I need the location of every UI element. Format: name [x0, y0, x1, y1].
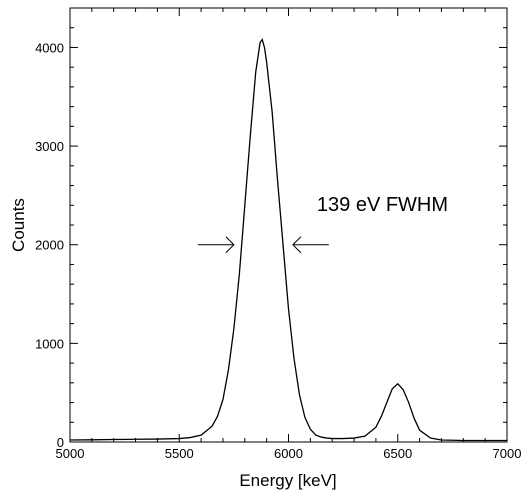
y-axis-title: Counts	[9, 198, 28, 252]
fwhm-annotation: 139 eV FWHM	[317, 194, 448, 216]
x-axis-title: Energy [keV]	[239, 471, 336, 490]
x-tick-label: 7000	[493, 446, 522, 461]
tick-labels: 5000 5500 6000 6500 7000 0 1000 2000 3000 4000	[35, 40, 521, 461]
axis-ticks	[69, 7, 508, 443]
x-tick-label: 6500	[383, 446, 412, 461]
x-tick-label: 5500	[165, 446, 194, 461]
x-tick-label: 6000	[274, 446, 303, 461]
y-tick-label: 2000	[35, 238, 64, 253]
y-tick-label: 3000	[35, 139, 64, 154]
fwhm-arrows	[197, 236, 329, 254]
x-tick-label: 5000	[56, 446, 85, 461]
y-tick-label: 4000	[35, 40, 64, 55]
right-arrow-head	[292, 236, 302, 254]
y-tick-label: 1000	[35, 336, 64, 351]
left-arrow-head	[225, 236, 235, 254]
plot-frame	[69, 7, 508, 443]
y-tick-label: 0	[57, 435, 64, 450]
spectrum-line	[69, 38, 507, 442]
